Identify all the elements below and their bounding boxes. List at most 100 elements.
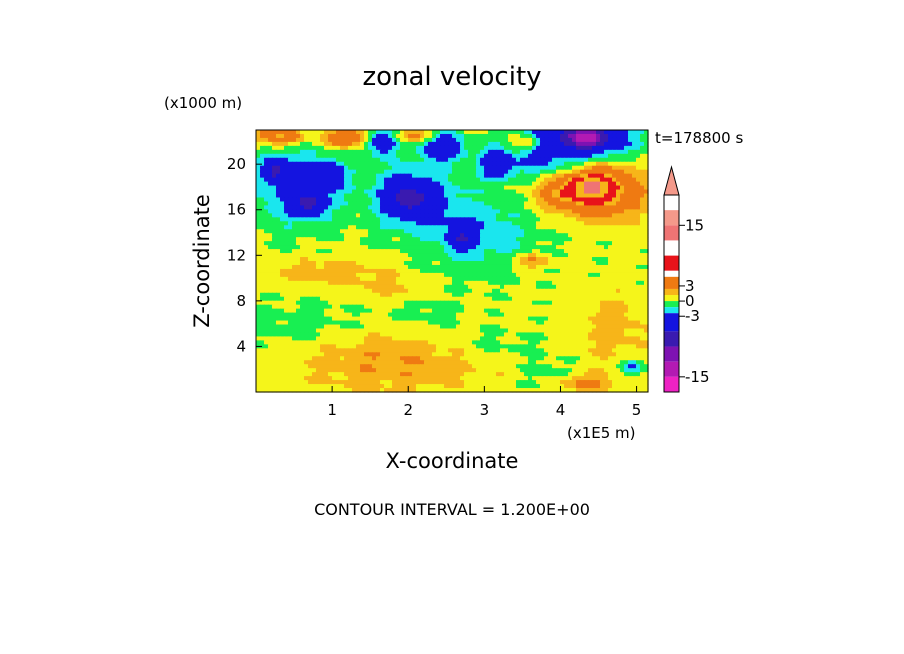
- heatmap-cell: [444, 157, 449, 163]
- heatmap-cell: [616, 312, 621, 318]
- heatmap-cell: [268, 209, 273, 214]
- heatmap-cell: [412, 130, 417, 135]
- heatmap-cell: [272, 261, 277, 266]
- heatmap-cell: [568, 213, 573, 218]
- heatmap-cell: [256, 237, 261, 242]
- heatmap-cell: [628, 268, 633, 274]
- heatmap-cell: [612, 316, 617, 322]
- heatmap-cell: [384, 280, 389, 286]
- heatmap-cell: [516, 225, 521, 230]
- heatmap-cell: [424, 233, 429, 238]
- heatmap-cell: [276, 181, 281, 187]
- heatmap-cell: [476, 328, 481, 334]
- heatmap-cell: [492, 237, 497, 242]
- heatmap-cell: [304, 261, 309, 266]
- heatmap-cell: [312, 241, 317, 246]
- heatmap-cell: [384, 193, 389, 199]
- heatmap-cell: [504, 257, 509, 262]
- heatmap-cell: [372, 312, 377, 318]
- heatmap-cell: [480, 288, 485, 294]
- heatmap-cell: [512, 189, 517, 195]
- heatmap-cell: [408, 312, 413, 318]
- heatmap-cell: [568, 320, 573, 326]
- heatmap-cell: [324, 149, 329, 155]
- heatmap-cell: [260, 133, 265, 139]
- heatmap-cell: [264, 241, 269, 246]
- heatmap-cell: [264, 328, 269, 334]
- heatmap-cell: [500, 161, 505, 167]
- heatmap-cell: [640, 324, 645, 330]
- heatmap-cell: [324, 253, 329, 258]
- heatmap-cell: [584, 161, 589, 167]
- heatmap-cell: [500, 261, 505, 266]
- heatmap-cell: [308, 217, 313, 222]
- heatmap-cell: [364, 181, 369, 187]
- heatmap-cell: [452, 253, 457, 258]
- heatmap-cell: [388, 181, 393, 187]
- heatmap-cell: [644, 153, 649, 159]
- heatmap-cell: [448, 213, 453, 218]
- heatmap-cell: [508, 324, 513, 330]
- heatmap-cell: [332, 245, 337, 250]
- heatmap-cell: [376, 249, 381, 254]
- heatmap-cell: [436, 209, 441, 214]
- heatmap-cell: [536, 173, 541, 179]
- heatmap-cell: [376, 213, 381, 218]
- heatmap-cell: [592, 312, 597, 318]
- heatmap-cell: [296, 177, 301, 183]
- heatmap-cell: [412, 181, 417, 187]
- heatmap-cell: [452, 241, 457, 246]
- heatmap-cell: [420, 130, 425, 135]
- heatmap-cell: [532, 300, 537, 306]
- heatmap-cell: [556, 133, 561, 139]
- heatmap-cell: [256, 324, 261, 330]
- heatmap-cell: [496, 141, 501, 147]
- heatmap-cell: [388, 249, 393, 254]
- heatmap-cell: [328, 133, 333, 139]
- heatmap-cell: [504, 280, 509, 286]
- heatmap-cell: [360, 130, 365, 135]
- heatmap-cell: [564, 145, 569, 151]
- heatmap-cell: [380, 261, 385, 266]
- heatmap-cell: [440, 193, 445, 199]
- heatmap-cell: [436, 280, 441, 286]
- heatmap-cell: [484, 300, 489, 306]
- heatmap-cell: [288, 173, 293, 179]
- heatmap-cell: [308, 253, 313, 258]
- heatmap-cell: [460, 292, 465, 298]
- heatmap-cell: [280, 272, 285, 278]
- heatmap-cell: [632, 221, 637, 226]
- heatmap-cell: [548, 165, 553, 171]
- heatmap-cell: [336, 201, 341, 207]
- heatmap-cell: [404, 249, 409, 254]
- heatmap-cell: [560, 217, 565, 222]
- heatmap-cell: [340, 245, 345, 250]
- heatmap-cell: [356, 320, 361, 326]
- heatmap-cell: [524, 316, 529, 322]
- heatmap-cell: [540, 257, 545, 262]
- heatmap-cell: [516, 149, 521, 155]
- heatmap-cell: [464, 296, 469, 302]
- heatmap-cell: [628, 149, 633, 155]
- heatmap-cell: [324, 169, 329, 175]
- heatmap-cell: [324, 245, 329, 250]
- heatmap-cell: [484, 157, 489, 163]
- heatmap-cell: [488, 292, 493, 298]
- heatmap-cell: [268, 130, 273, 135]
- heatmap-cell: [288, 268, 293, 274]
- heatmap-cell: [600, 304, 605, 310]
- heatmap-cell: [280, 161, 285, 167]
- heatmap-cell: [356, 189, 361, 195]
- heatmap-cell: [560, 221, 565, 226]
- heatmap-cell: [560, 272, 565, 278]
- heatmap-cell: [432, 233, 437, 238]
- heatmap-cell: [300, 241, 305, 246]
- heatmap-cell: [500, 280, 505, 286]
- heatmap-cell: [616, 288, 621, 294]
- heatmap-cell: [440, 320, 445, 326]
- heatmap-cell: [500, 296, 505, 302]
- heatmap-cell: [596, 304, 601, 310]
- heatmap-cell: [312, 189, 317, 195]
- heatmap-cell: [392, 141, 397, 147]
- heatmap-cell: [588, 233, 593, 238]
